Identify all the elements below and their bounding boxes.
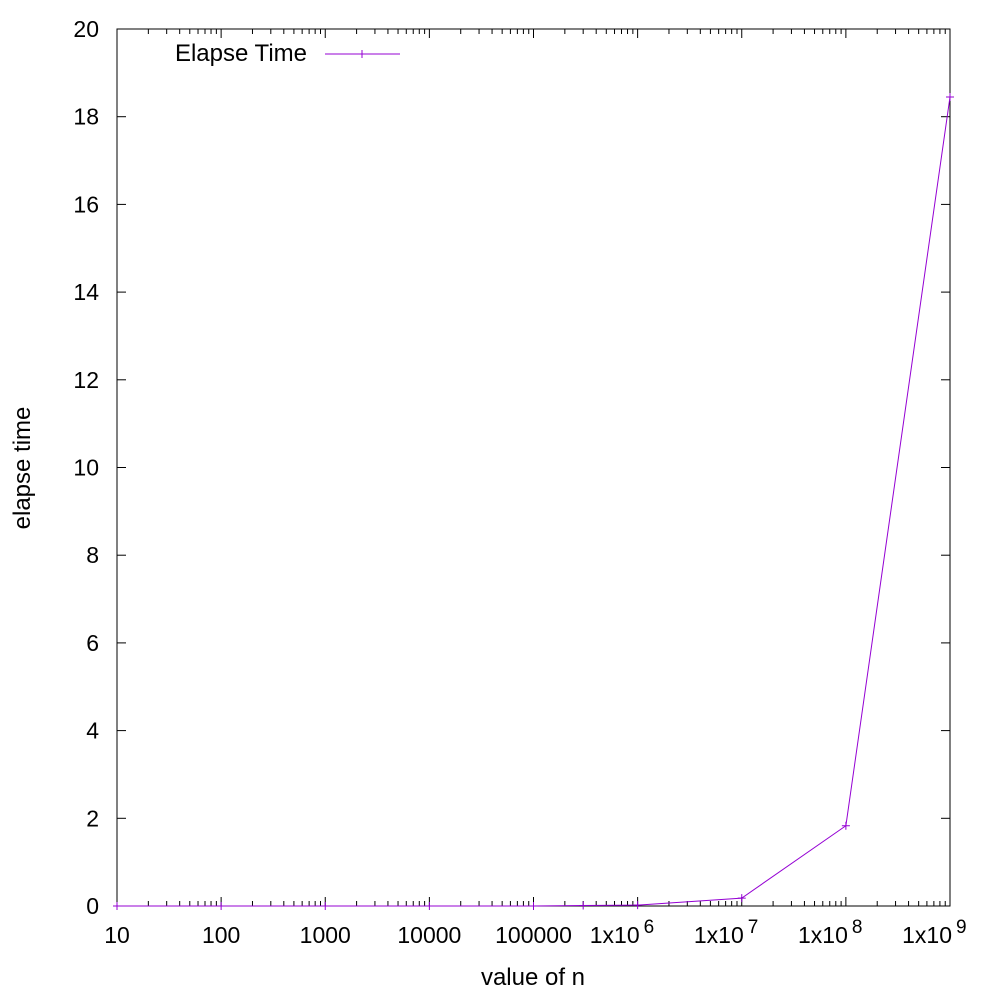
x-tick-label: 100000 (495, 922, 572, 948)
x-tick-mantissa: 100 (202, 922, 240, 948)
y-tick-label: 20 (73, 16, 99, 42)
y-tick-label: 12 (73, 367, 99, 393)
x-tick-label: 10000 (397, 922, 461, 948)
legend-marker (358, 50, 366, 58)
x-tick-mantissa: 10000 (397, 922, 461, 948)
x-tick-mantissa: 1x10 (694, 922, 744, 948)
series-layer (113, 92, 954, 910)
y-tick-label: 10 (73, 455, 99, 481)
plot-border (116, 28, 951, 907)
x-tick-mantissa: 1x10 (798, 922, 848, 948)
y-axis-label: elapse time (9, 407, 36, 530)
x-tick-exponent: 9 (956, 917, 967, 938)
x-tick-mantissa: 1000 (300, 922, 351, 948)
y-tick-label: 4 (86, 718, 99, 744)
series-line (117, 96, 951, 907)
x-axis-label: value of n (481, 964, 585, 991)
x-tick-exponent: 8 (852, 917, 863, 938)
data-point (217, 902, 226, 910)
data-point (529, 902, 538, 910)
y-tick-label: 18 (73, 104, 99, 130)
data-point (841, 821, 850, 830)
y-tick-label: 14 (73, 279, 99, 305)
x-tick-label: 1x10 6 (590, 917, 654, 948)
x-tick-mantissa: 1x10 (902, 922, 952, 948)
y-tick-label: 0 (86, 893, 99, 919)
data-point (946, 92, 954, 101)
x-tick-mantissa: 100000 (495, 922, 572, 948)
y-tick-label: 8 (86, 542, 99, 568)
y-axis-ticks: 0 2 4 6 8 10 12 14 16 18 20 (73, 16, 950, 919)
data-point (113, 902, 121, 910)
x-tick-exponent: 6 (644, 917, 655, 938)
x-tick-mantissa: 10 (104, 922, 130, 948)
data-point (321, 902, 330, 910)
data-point (579, 901, 588, 910)
y-tick-label: 16 (73, 191, 99, 217)
x-axis-ticks: 10 100 1000 10000 100000 1x10 6 1x10 7 1x10 8 1x10 9 (104, 29, 967, 948)
x-tick-label: 1x10 9 (902, 917, 966, 948)
legend: Elapse Time (175, 40, 400, 67)
x-tick-label: 1000 (300, 922, 351, 948)
data-point (633, 901, 642, 910)
y-tick-label: 6 (86, 630, 99, 656)
x-tick-label: 1x10 7 (694, 917, 758, 948)
data-point (737, 894, 746, 903)
x-tick-label: 1x10 8 (798, 917, 862, 948)
x-tick-mantissa: 1x10 (590, 922, 640, 948)
x-tick-label: 100 (202, 922, 240, 948)
legend-label: Elapse Time (175, 40, 307, 67)
x-tick-label: 10 (104, 922, 130, 948)
data-point (425, 902, 434, 910)
x-tick-exponent: 7 (748, 917, 759, 938)
y-tick-label: 2 (86, 805, 99, 831)
